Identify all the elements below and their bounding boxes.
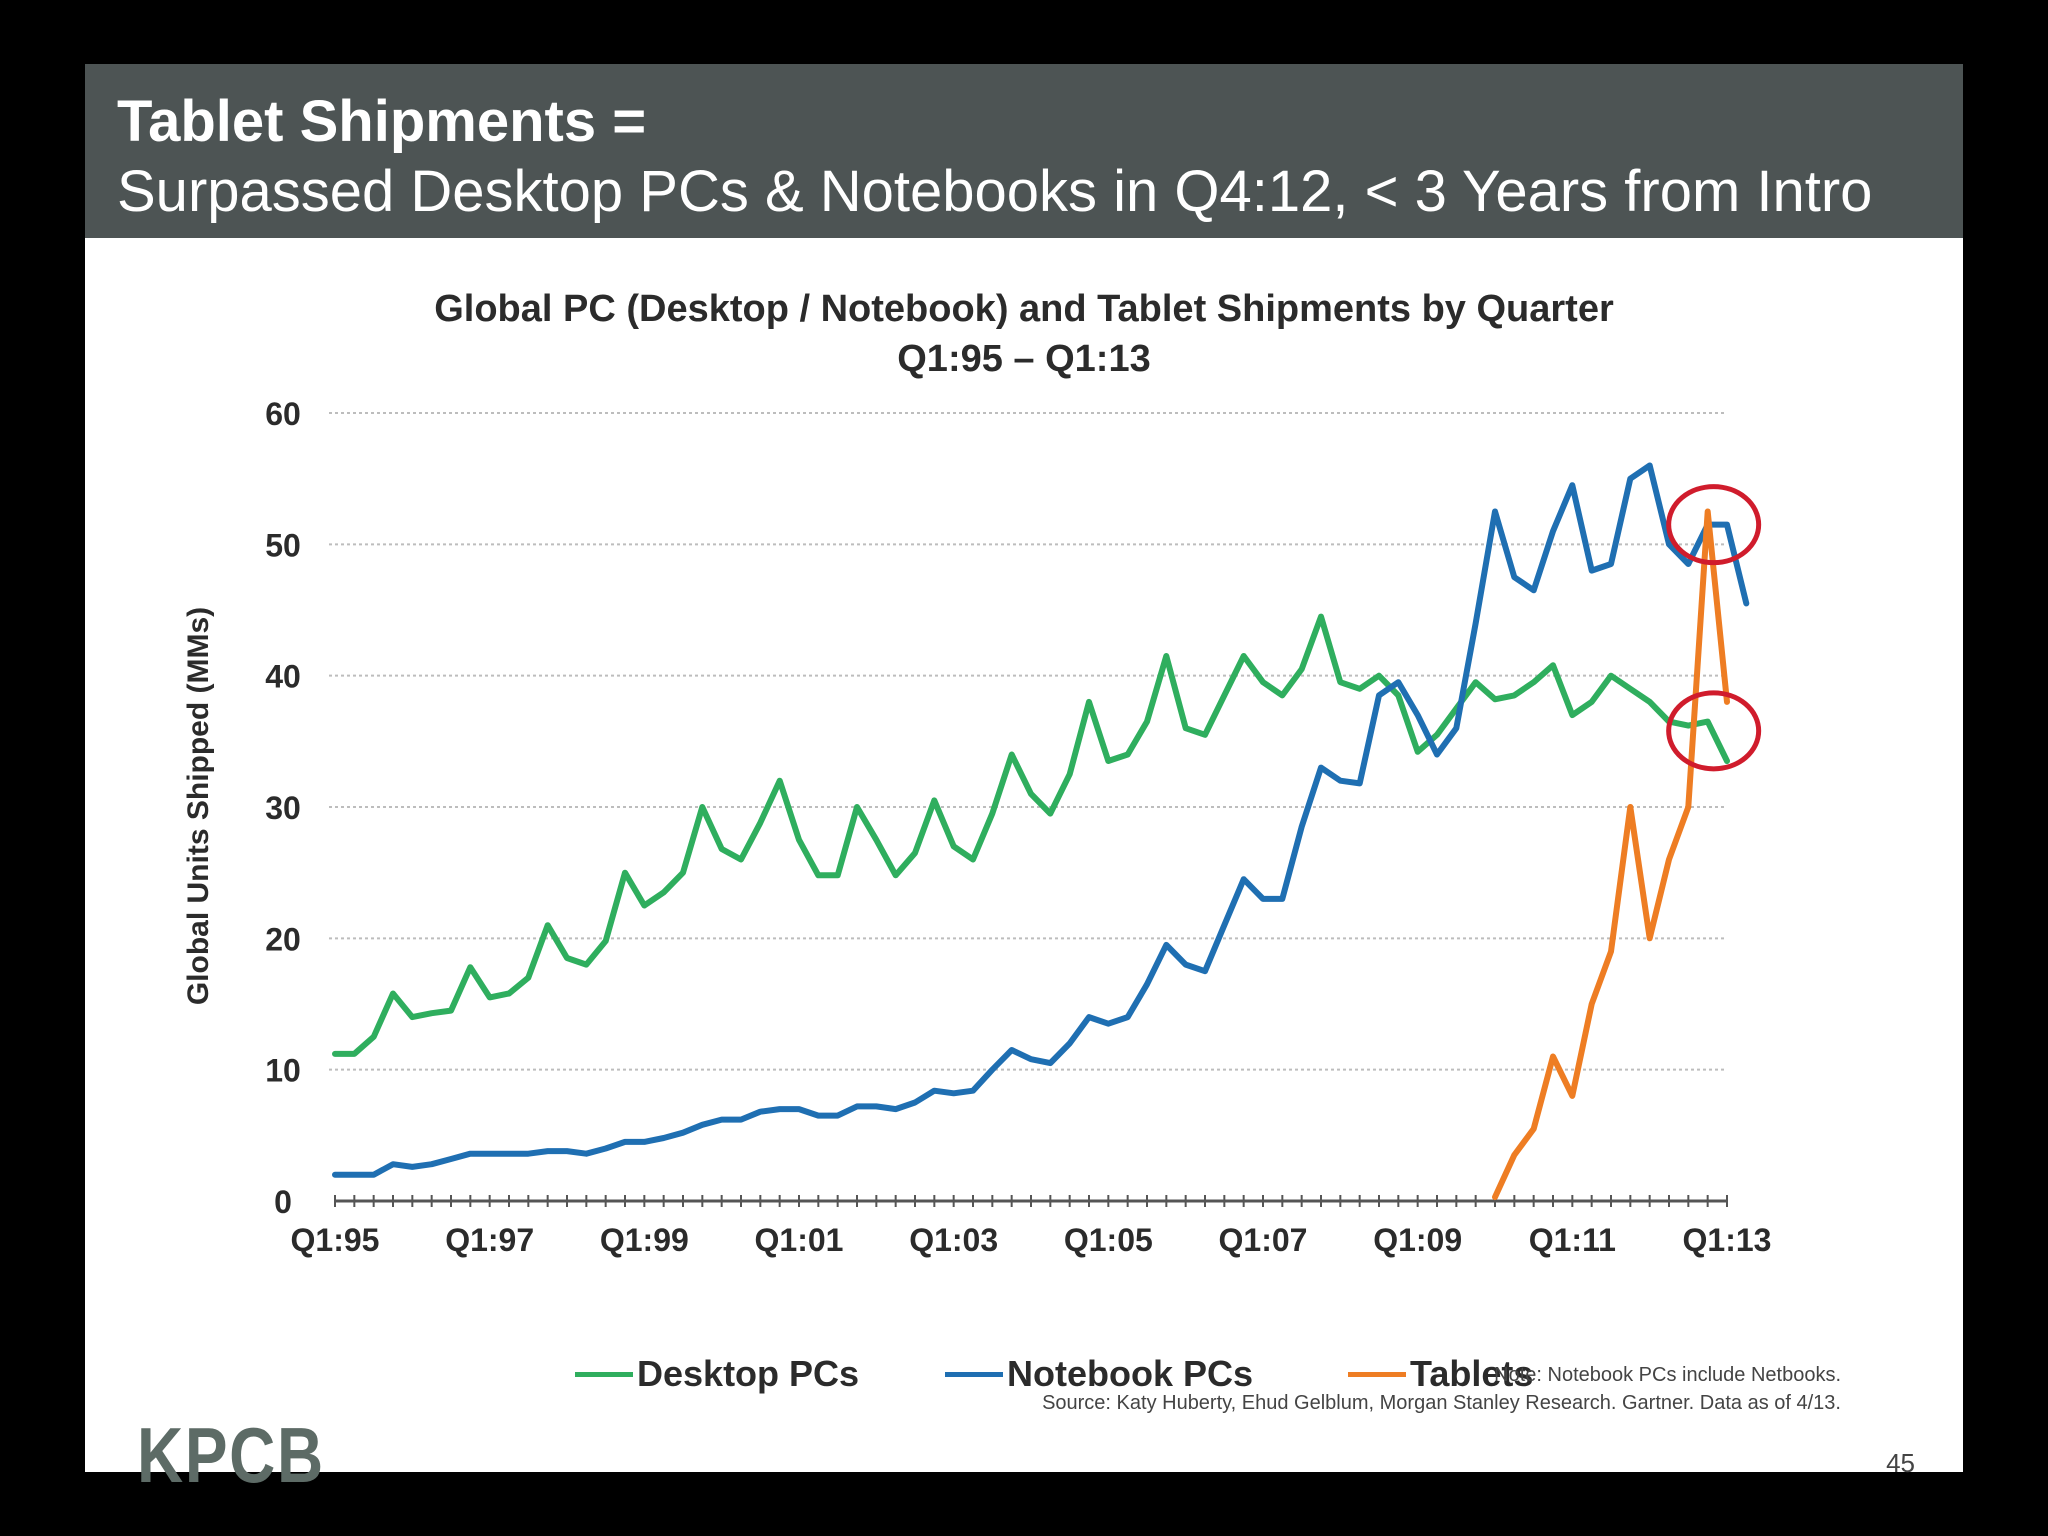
x-tick-label-Q1:11: Q1:11 — [1529, 1222, 1616, 1258]
page-number: 45 — [1886, 1448, 1915, 1478]
line-chart: 0 10 20 30 40 50 60 Q1:95 Q1:97 Q1:99 Q1:01 Q1:03 Q1… — [182, 396, 1772, 1258]
legend-tablets-swatch — [1348, 1371, 1406, 1377]
y-tick-label-10: 10 — [265, 1053, 301, 1089]
highlight-circle-1 — [1666, 484, 1762, 566]
x-tick-label-Q1:09: Q1:09 — [1373, 1222, 1462, 1258]
x-tick-label-Q1:05: Q1:05 — [1064, 1222, 1153, 1258]
x-tick-label-Q1:97: Q1:97 — [445, 1222, 534, 1258]
legend-notebook-label: Notebook PCs — [1007, 1353, 1254, 1394]
series-line-notebook-pcs — [332, 462, 1750, 1178]
x-tick-label-Q1:03: Q1:03 — [909, 1222, 998, 1258]
x-tick-label-Q1:13: Q1:13 — [1683, 1222, 1772, 1258]
slide-title: Tablet Shipments = — [117, 89, 647, 154]
source-note: Source: Katy Huberty, Ehud Gelblum, Morg… — [1042, 1392, 1841, 1414]
y-tick-label-60: 60 — [265, 396, 301, 432]
slide: Tablet Shipments = Surpassed Desktop PCs… — [85, 64, 1963, 1499]
y-tick-label-50: 50 — [265, 527, 301, 563]
footnote: Note: Notebook PCs include Netbooks. — [1494, 1364, 1841, 1386]
legend-notebook-swatch — [945, 1371, 1003, 1377]
slide-subtitle: Surpassed Desktop PCs & Notebooks in Q4:… — [117, 159, 1873, 224]
slide-header: Tablet Shipments = Surpassed Desktop PCs… — [85, 64, 1963, 238]
legend-tablets-label: Tablets — [1410, 1353, 1534, 1394]
y-tick-label-20: 20 — [265, 921, 301, 957]
chart-title: Global PC (Desktop / Notebook) and Table… — [434, 288, 1614, 330]
x-tick-label-Q1:95: Q1:95 — [291, 1222, 380, 1258]
legend-desktop: Desktop PCs — [575, 1353, 860, 1394]
chart-subtitle: Q1:95 – Q1:13 — [897, 338, 1151, 380]
legend-desktop-label: Desktop PCs — [637, 1353, 860, 1394]
highlight-circle-2 — [1666, 690, 1762, 772]
y-tick-label-0: 0 — [274, 1184, 292, 1220]
legend-tablets: Tablets — [1348, 1353, 1534, 1394]
x-tick-label-Q1:07: Q1:07 — [1219, 1222, 1308, 1258]
x-tick-label-Q1:01: Q1:01 — [755, 1222, 844, 1258]
series-line-tablets — [1492, 508, 1730, 1201]
y-tick-label-40: 40 — [265, 659, 301, 695]
kpcb-logo: KPCB — [137, 1411, 325, 1499]
y-tick-label-30: 30 — [265, 790, 301, 826]
legend-desktop-swatch — [575, 1371, 633, 1377]
x-tick-label-Q1:99: Q1:99 — [600, 1222, 689, 1258]
legend-notebook: Notebook PCs — [945, 1353, 1254, 1394]
y-axis-label: Global Units Shipped (MMs) — [182, 607, 215, 1005]
series-line-desktop-pcs — [332, 613, 1730, 1057]
